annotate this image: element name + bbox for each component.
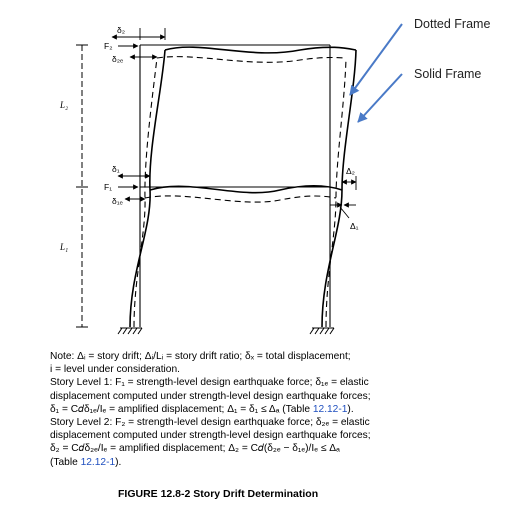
table-link[interactable]: 12.12-1 [312, 403, 348, 415]
annotation-arrows [349, 23, 403, 123]
level2-markers [111, 28, 166, 60]
delta1e-label: δ₁ₑ [112, 196, 123, 206]
l2-label: L₂ [59, 100, 68, 110]
cap-delta1-label: Δ₁ [350, 221, 359, 231]
note-text: δ₁ = C𝑑δ₁ₑ/Iₑ = amplified displacement; … [50, 403, 313, 415]
support-right [309, 327, 335, 335]
figure-caption: FIGURE 12.8-2 Story Drift Determination [118, 488, 319, 500]
delta1-label: δ₁ [112, 164, 120, 174]
dotted-frame-annotation: Dotted Frame [414, 17, 490, 31]
note-text: (Table [50, 456, 81, 468]
note-line: i = level under consideration. [50, 364, 180, 376]
solid-frame-annotation: Solid Frame [414, 67, 481, 81]
drift-markers [330, 176, 357, 219]
height-dimension [76, 44, 88, 328]
note-line: Story Level 2: F₂ = strength-level desig… [50, 417, 370, 429]
figure-note: Note: Δᵢ = story drift; Δᵢ/Lᵢ = story dr… [50, 350, 450, 469]
table-link[interactable]: 12.12-1 [80, 456, 116, 468]
delta2e-label: δ₂ₑ [112, 54, 123, 64]
support-left [117, 327, 143, 335]
f2-label: F₂ [104, 41, 113, 51]
note-line: δ₁ = C𝑑δ₁ₑ/Iₑ = amplified displacement; … [50, 403, 450, 416]
note-line: displacement computed under strength-lev… [50, 390, 371, 402]
level1-markers [117, 168, 151, 202]
note-line: displacement computed under strength-lev… [50, 430, 371, 442]
note-text: ). [115, 456, 122, 468]
note-text: ). [347, 403, 354, 415]
cap-delta2-label: Δ₂ [346, 166, 355, 176]
dotted-deformed-frame [133, 56, 347, 328]
f1-label: F₁ [104, 182, 112, 192]
delta2-label: δ₂ [117, 25, 125, 35]
note-line: Note: Δᵢ = story drift; Δᵢ/Lᵢ = story dr… [50, 351, 351, 362]
note-line: (Table 12.12-1). [50, 456, 450, 469]
note-line: δ₂ = C𝑑δ₂ₑ/Iₑ = amplified displacement; … [50, 443, 340, 455]
note-line: Story Level 1: F₁ = strength-level desig… [50, 377, 369, 389]
l1-label: L₁ [59, 242, 68, 252]
